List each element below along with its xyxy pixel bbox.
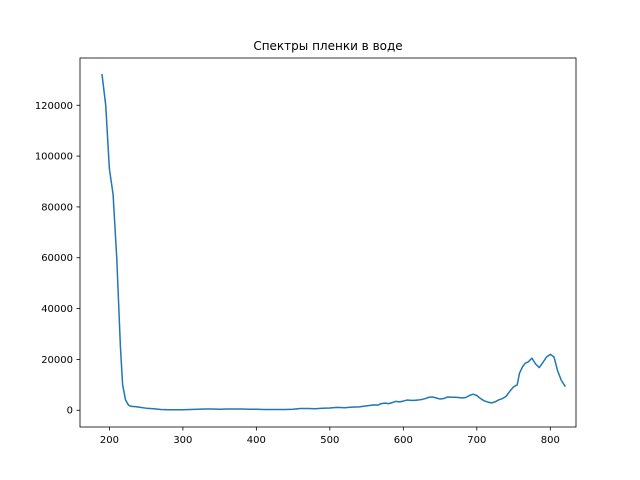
x-tick-label: 200 (100, 435, 119, 446)
x-tick-label: 600 (394, 435, 413, 446)
series-line-0 (101, 73, 567, 411)
y-tick-label: 0 (67, 406, 73, 417)
plot-area (101, 73, 567, 411)
y-tick-label: 40000 (41, 304, 73, 315)
chart-title: Спектры пленки в воде (253, 39, 402, 53)
x-tick-label: 400 (247, 435, 266, 446)
x-tick-label: 700 (467, 435, 486, 446)
y-tick-label: 120000 (35, 101, 73, 112)
axes: 200 300 400 500 600 700 800 0 20000 40000 60000 800… (35, 57, 577, 446)
y-tick-label: 80000 (41, 202, 73, 213)
y-tick-label: 20000 (41, 355, 73, 366)
x-tick-label: 800 (541, 435, 560, 446)
x-tick-label: 500 (320, 435, 339, 446)
y-tick-label: 100000 (35, 152, 73, 163)
axes-frame (79, 57, 577, 428)
x-tick-label: 300 (173, 435, 192, 446)
y-tick-label: 60000 (41, 253, 73, 264)
